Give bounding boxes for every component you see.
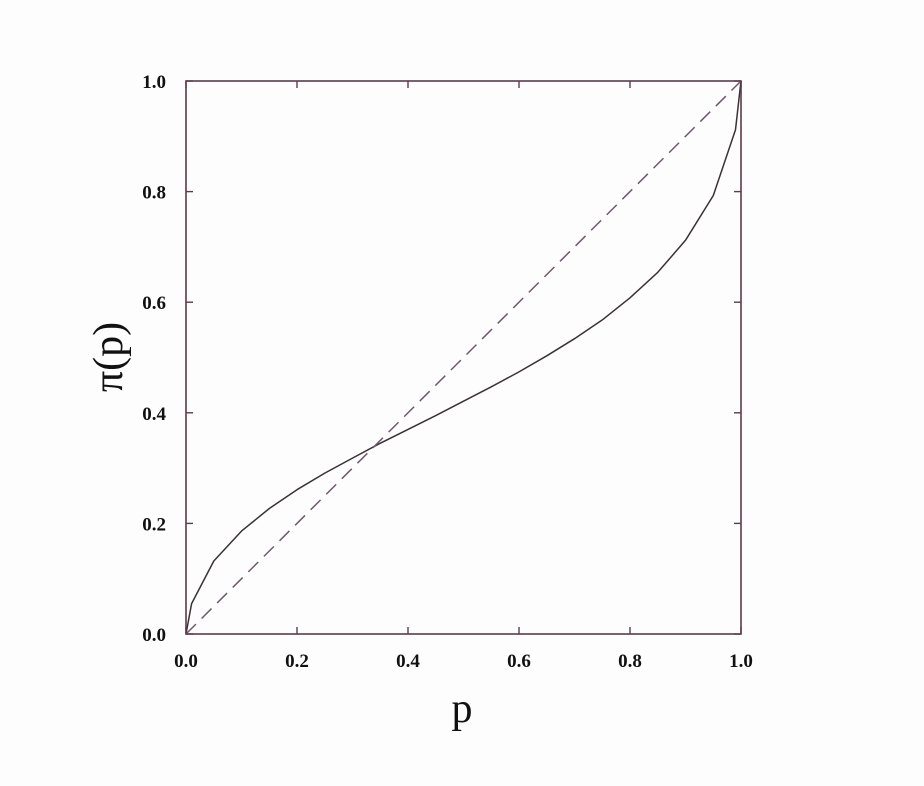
x-tick-label: 1.0 <box>729 651 753 672</box>
y-tick-label: 0.0 <box>142 625 166 646</box>
x-tick-label: 0.2 <box>285 651 309 672</box>
x-tick-label: 0.8 <box>618 651 642 672</box>
x-tick-labels: 0.0 0.2 0.4 0.6 0.8 1.0 <box>174 651 753 672</box>
y-tick-label: 0.8 <box>142 183 166 204</box>
x-tick-label: 0.4 <box>396 651 420 672</box>
y-tick-label: 0.4 <box>142 404 166 425</box>
plot-frame <box>185 80 742 635</box>
y-tick-label: 0.2 <box>142 514 166 535</box>
diagonal-reference-line <box>185 80 742 635</box>
x-tick-label: 0.6 <box>507 651 531 672</box>
series-layer <box>185 80 742 635</box>
x-axis-label: p <box>452 686 473 732</box>
x-tick-label: 0.0 <box>174 651 198 672</box>
y-tick-label: 0.6 <box>142 293 166 314</box>
y-tick-label: 1.0 <box>142 72 166 93</box>
y-axis-label: π(p) <box>86 322 132 392</box>
weighting-curve <box>185 80 742 635</box>
y-tick-labels: 0.0 0.2 0.4 0.6 0.8 1.0 <box>142 72 166 646</box>
